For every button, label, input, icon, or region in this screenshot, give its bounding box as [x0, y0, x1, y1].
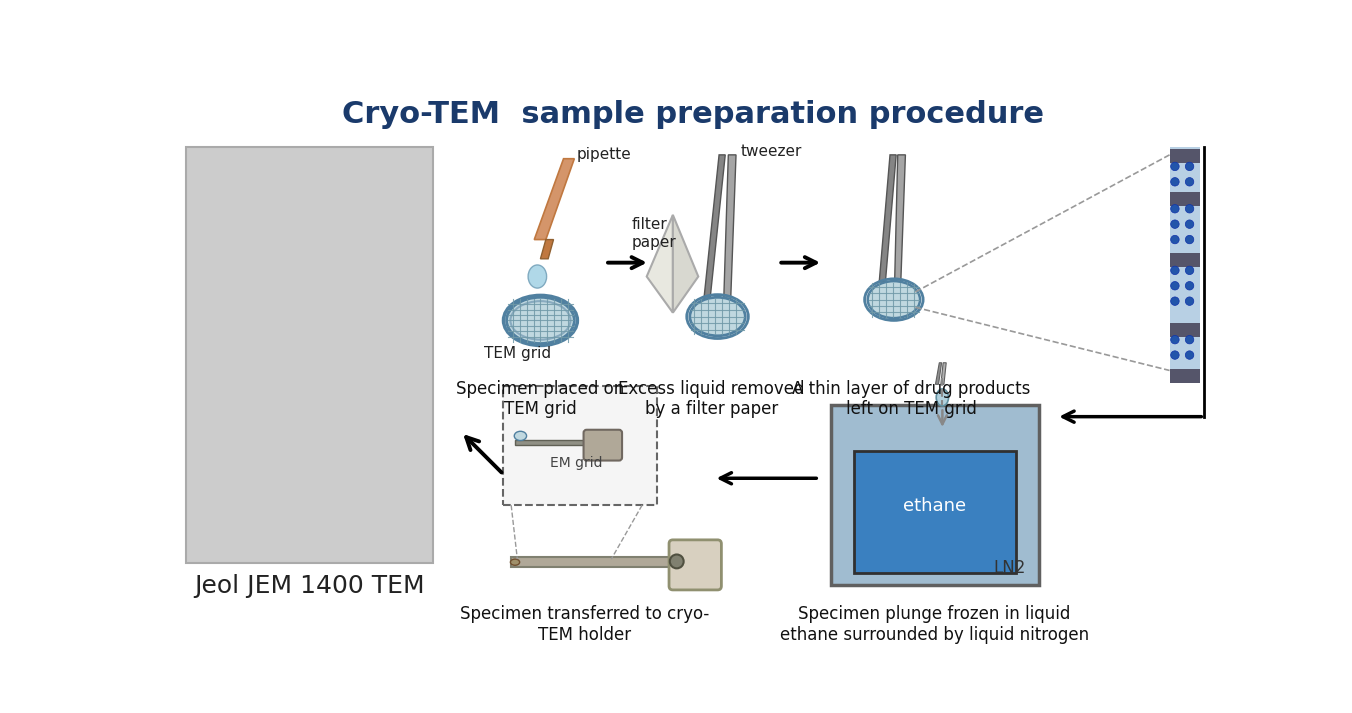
Polygon shape: [936, 363, 941, 384]
Bar: [511, 557, 680, 567]
Ellipse shape: [1186, 205, 1194, 213]
Bar: [503, 386, 657, 506]
Ellipse shape: [936, 389, 949, 406]
Ellipse shape: [1186, 335, 1194, 344]
Bar: [1169, 150, 1201, 163]
Ellipse shape: [1171, 178, 1179, 186]
Bar: [1169, 192, 1201, 205]
Polygon shape: [941, 363, 946, 384]
Ellipse shape: [1171, 235, 1179, 244]
Bar: [1169, 323, 1201, 337]
Polygon shape: [703, 155, 725, 301]
Polygon shape: [895, 155, 906, 282]
Ellipse shape: [1186, 351, 1194, 359]
Bar: [854, 451, 1015, 573]
Ellipse shape: [1186, 266, 1194, 275]
Bar: [1169, 369, 1201, 383]
Ellipse shape: [507, 297, 575, 344]
Text: Specimen transferred to cryo-
TEM holder: Specimen transferred to cryo- TEM holder: [460, 605, 708, 644]
Polygon shape: [879, 155, 896, 282]
Text: Excess liquid removed
by a filter paper: Excess liquid removed by a filter paper: [618, 380, 804, 419]
Ellipse shape: [1186, 297, 1194, 305]
Text: Specimen plunge frozen in liquid
ethane surrounded by liquid nitrogen: Specimen plunge frozen in liquid ethane …: [780, 605, 1090, 644]
Polygon shape: [646, 215, 673, 313]
Ellipse shape: [1171, 335, 1179, 344]
Text: Specimen placed on
TEM grid: Specimen placed on TEM grid: [457, 380, 625, 419]
FancyBboxPatch shape: [584, 430, 622, 461]
Ellipse shape: [1171, 282, 1179, 290]
Ellipse shape: [1186, 235, 1194, 244]
Bar: [830, 405, 1038, 585]
Text: EM grid: EM grid: [550, 456, 603, 470]
Ellipse shape: [1186, 178, 1194, 186]
Ellipse shape: [1186, 282, 1194, 290]
Ellipse shape: [1186, 220, 1194, 228]
Text: Cryo-TEM  sample preparation procedure: Cryo-TEM sample preparation procedure: [342, 101, 1044, 129]
Polygon shape: [534, 159, 575, 240]
Ellipse shape: [1171, 205, 1179, 213]
FancyBboxPatch shape: [669, 540, 722, 590]
Ellipse shape: [1171, 351, 1179, 359]
Text: filter
paper: filter paper: [631, 217, 676, 250]
Text: Jeol JEM 1400 TEM: Jeol JEM 1400 TEM: [195, 574, 425, 598]
Ellipse shape: [669, 555, 684, 568]
Ellipse shape: [1171, 297, 1179, 305]
Text: ethane: ethane: [903, 497, 967, 515]
Ellipse shape: [529, 265, 546, 288]
Text: TEM grid: TEM grid: [484, 346, 550, 361]
Text: A thin layer of drug products
left on TEM grid: A thin layer of drug products left on TE…: [792, 380, 1030, 419]
Polygon shape: [673, 215, 698, 313]
Bar: [187, 147, 433, 563]
Text: tweezer: tweezer: [741, 143, 802, 158]
Bar: [515, 440, 592, 445]
Ellipse shape: [514, 431, 526, 441]
Ellipse shape: [868, 281, 921, 318]
Ellipse shape: [511, 559, 519, 565]
Ellipse shape: [1171, 220, 1179, 228]
Polygon shape: [723, 155, 735, 301]
Polygon shape: [541, 240, 553, 259]
Ellipse shape: [1171, 266, 1179, 275]
Ellipse shape: [504, 304, 577, 327]
Text: LN2: LN2: [994, 558, 1026, 577]
Bar: [1169, 253, 1201, 267]
Ellipse shape: [1186, 162, 1194, 170]
Ellipse shape: [690, 297, 745, 336]
Ellipse shape: [1171, 162, 1179, 170]
Bar: [1169, 147, 1201, 374]
Text: pipette: pipette: [577, 148, 631, 163]
